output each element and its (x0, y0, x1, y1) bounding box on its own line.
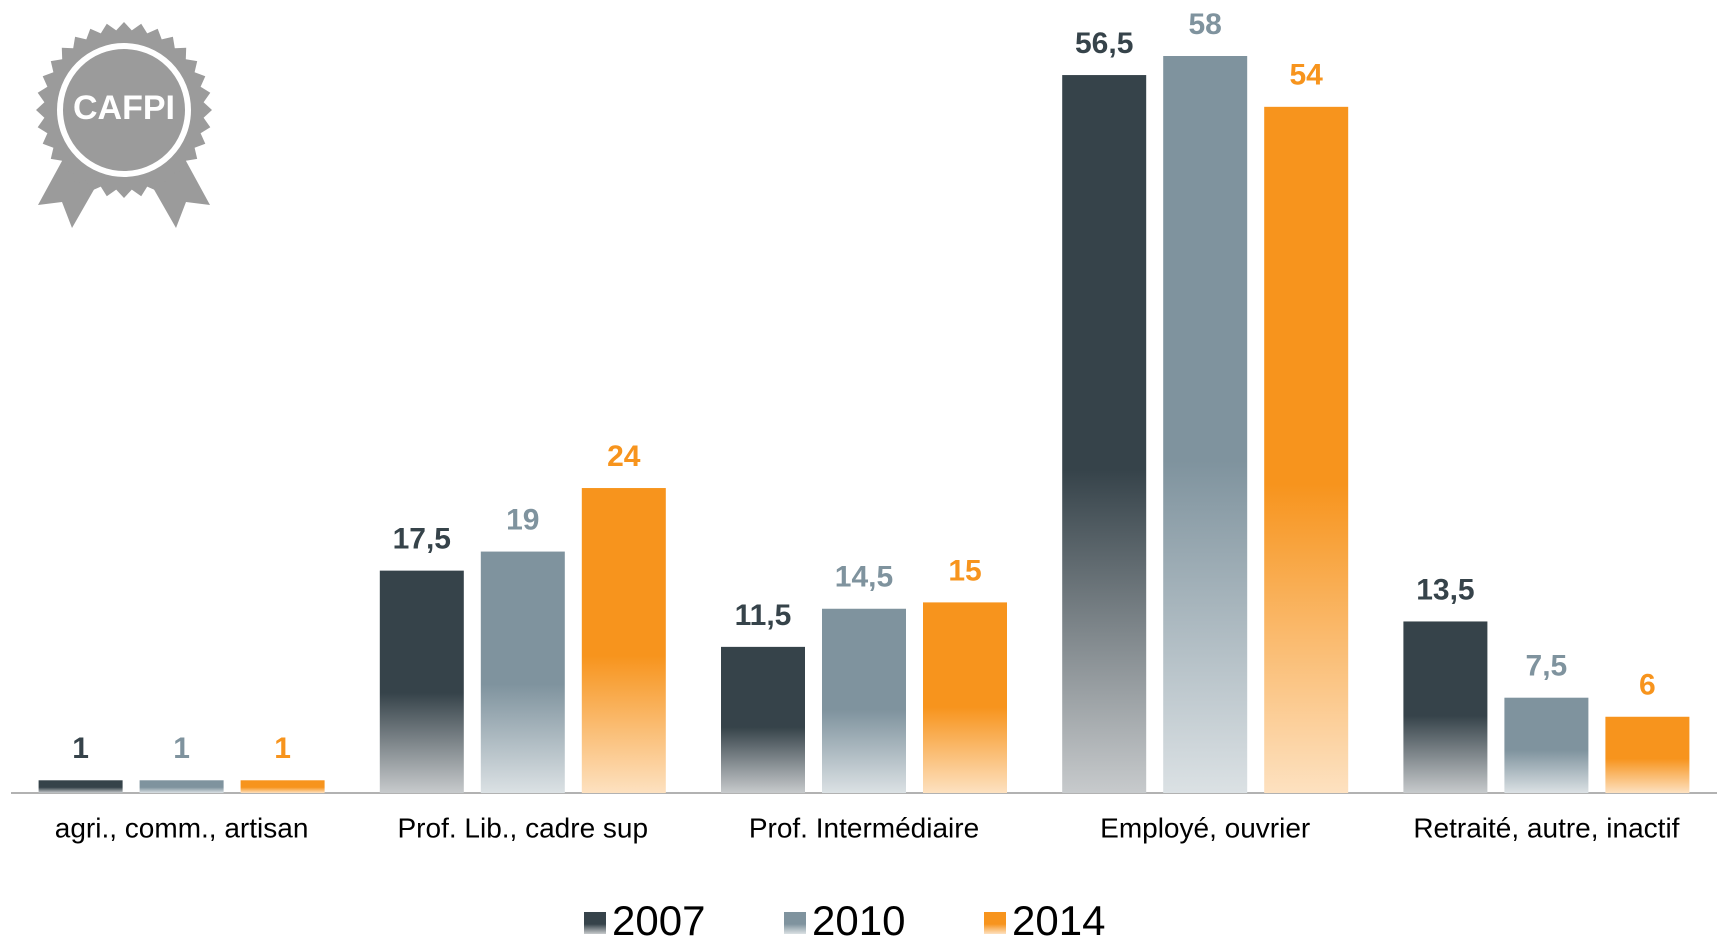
data-label: 56,5 (1075, 27, 1133, 60)
legend-swatch (784, 912, 806, 934)
data-label: 11,5 (735, 599, 792, 632)
bar (1163, 56, 1248, 793)
bar (923, 602, 1007, 793)
bar (822, 608, 906, 793)
data-label: 54 (1290, 59, 1324, 92)
bar (721, 646, 805, 793)
data-label: 7,5 (1526, 650, 1568, 683)
data-label: 1 (274, 732, 291, 765)
logo: CAFPI (36, 22, 212, 228)
data-label: 14,5 (835, 561, 893, 594)
x-tick-label: Employé, ouvrier (1100, 812, 1310, 843)
bar (240, 780, 325, 793)
bar (1062, 75, 1147, 793)
bar (1504, 697, 1589, 793)
bar (1264, 106, 1349, 794)
x-tick-label: Prof. Intermédiaire (749, 812, 979, 843)
bar (379, 570, 464, 793)
x-tick-label: Retraité, autre, inactif (1413, 812, 1679, 843)
bar (1403, 621, 1488, 793)
data-label: 13,5 (1416, 573, 1474, 606)
data-label: 6 (1639, 669, 1656, 702)
legend-swatch (584, 912, 606, 934)
bar (1605, 716, 1690, 793)
bar (581, 488, 666, 793)
badge-ring (57, 43, 191, 177)
bar (139, 780, 224, 793)
legend-label: 2007 (612, 897, 705, 944)
logo-text: CAFPI (73, 89, 175, 127)
legend-label: 2014 (1012, 897, 1105, 944)
data-label: 15 (948, 554, 981, 587)
legend-swatch (984, 912, 1006, 934)
bar (38, 780, 123, 793)
data-label: 17,5 (393, 523, 451, 556)
data-label: 1 (72, 732, 89, 765)
data-label: 58 (1189, 8, 1222, 41)
legend-label: 2010 (812, 897, 905, 944)
data-label: 1 (173, 732, 190, 765)
data-label: 24 (607, 440, 641, 473)
x-tick-label: Prof. Lib., cadre sup (398, 812, 649, 843)
x-tick-label: agri., comm., artisan (55, 812, 309, 843)
bar (480, 551, 565, 793)
data-label: 19 (506, 503, 539, 536)
